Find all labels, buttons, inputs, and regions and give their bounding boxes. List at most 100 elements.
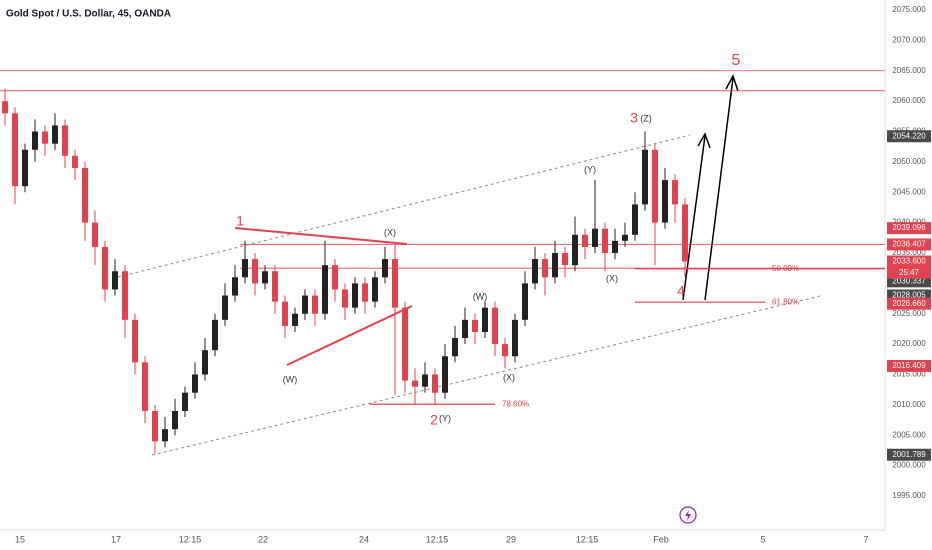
candle-body xyxy=(342,289,348,308)
candle-body xyxy=(132,319,138,363)
x-tick-label: 12:15 xyxy=(426,534,449,544)
y-tick-label: 2005.000 xyxy=(892,430,926,439)
candle-body xyxy=(372,277,378,302)
candle-body xyxy=(442,356,448,393)
candle-body xyxy=(422,374,428,387)
triangle-top xyxy=(234,227,408,245)
candle-body xyxy=(482,307,488,332)
candle-body xyxy=(522,283,528,320)
candle-body xyxy=(582,234,588,247)
wave-label: 5 xyxy=(732,52,741,69)
price-tag xyxy=(887,238,931,251)
candle-body xyxy=(652,149,658,223)
y-tick-label: 2035.000 xyxy=(892,248,926,257)
candle-body xyxy=(242,259,248,278)
candle-body xyxy=(572,234,578,266)
fib-label: 50.00% xyxy=(772,264,799,273)
candle-body xyxy=(82,167,88,223)
countdown-tag xyxy=(887,267,931,279)
chart-title: Gold Spot / U.S. Dollar, 45, OANDA xyxy=(6,9,171,20)
candle-body xyxy=(252,259,258,284)
candle-body xyxy=(632,204,638,235)
y-tick-label: 2075.000 xyxy=(892,5,926,14)
wave-label: 3 xyxy=(630,110,638,126)
candle-body xyxy=(232,277,238,296)
candle-body xyxy=(502,344,508,357)
price-tag xyxy=(887,359,931,372)
x-tick-label: 5 xyxy=(760,534,765,544)
channel-top xyxy=(117,134,691,278)
candle-body xyxy=(392,259,398,308)
candle-body xyxy=(2,101,8,114)
candle-body xyxy=(62,125,68,156)
arrow-head xyxy=(697,132,711,149)
candle-body xyxy=(42,131,48,144)
candle-body xyxy=(362,283,368,302)
y-tick-label: 2065.000 xyxy=(892,66,926,75)
x-tick-label: 7 xyxy=(863,534,868,544)
candle-body xyxy=(182,392,188,411)
candle-body xyxy=(672,180,678,205)
candle-body xyxy=(262,271,268,284)
candle-body xyxy=(512,319,518,357)
y-tick-label: 2020.000 xyxy=(892,339,926,348)
price-tag-label: 2030.337 xyxy=(892,276,926,285)
fib-label: 78.60% xyxy=(502,399,529,408)
x-tick-label: 15 xyxy=(15,534,25,544)
price-tag xyxy=(887,130,931,143)
y-tick-label: 1995.000 xyxy=(892,491,926,500)
candle-body xyxy=(212,319,218,351)
candle-body xyxy=(312,295,318,314)
arrow xyxy=(704,77,734,301)
candle-body xyxy=(532,259,538,284)
candle-body xyxy=(102,246,108,290)
x-tick-label: 29 xyxy=(506,534,516,544)
price-tag xyxy=(887,448,931,461)
candle-body xyxy=(222,295,228,320)
candle-body xyxy=(352,283,358,308)
candle-body xyxy=(662,180,668,223)
candle-body xyxy=(552,253,558,278)
wave-label: (W) xyxy=(473,291,488,301)
arrow xyxy=(682,135,706,301)
candle-body xyxy=(192,374,198,393)
candle-body xyxy=(292,313,298,326)
candle-body xyxy=(282,301,288,326)
candle-body xyxy=(302,295,308,314)
candle-body xyxy=(202,350,208,375)
candle-body xyxy=(152,410,158,442)
wave-label: (Z) xyxy=(640,113,652,123)
price-tag-label: 2036.407 xyxy=(892,240,926,249)
price-tag-label: 2033.600 xyxy=(892,257,926,266)
wave-label: 4 xyxy=(677,283,685,299)
candle-body xyxy=(452,338,458,357)
candle-body xyxy=(542,259,548,278)
x-tick-label: Feb xyxy=(653,534,669,544)
price-tag-label: 2001.789 xyxy=(892,450,926,459)
candle-body xyxy=(322,265,328,314)
price-tag-label: 2054.220 xyxy=(892,131,926,140)
candle-body xyxy=(612,240,618,254)
price-tag-label: 2039.096 xyxy=(892,223,926,232)
candle-body xyxy=(642,149,648,205)
channel-bottom xyxy=(151,295,821,456)
candle-body xyxy=(682,204,688,262)
wave-label: (W) xyxy=(283,374,298,384)
candle-body xyxy=(462,319,468,339)
candle-body xyxy=(52,125,58,144)
wave-label: (X) xyxy=(503,372,515,382)
candle-body xyxy=(402,307,408,381)
price-tag xyxy=(887,297,931,310)
wave-label: (X) xyxy=(384,227,396,237)
y-tick-label: 2010.000 xyxy=(892,400,926,409)
candle-body xyxy=(562,253,568,266)
wave-label: (X) xyxy=(606,273,618,283)
event-icon[interactable] xyxy=(679,506,697,524)
candle-body xyxy=(32,131,38,150)
y-tick-label: 2045.000 xyxy=(892,187,926,196)
candle-body xyxy=(412,380,418,387)
price-tag-label: 2028.005 xyxy=(892,291,926,300)
x-tick-label: 24 xyxy=(359,534,369,544)
price-tag xyxy=(887,255,931,268)
wave-label: 2 xyxy=(430,412,438,428)
